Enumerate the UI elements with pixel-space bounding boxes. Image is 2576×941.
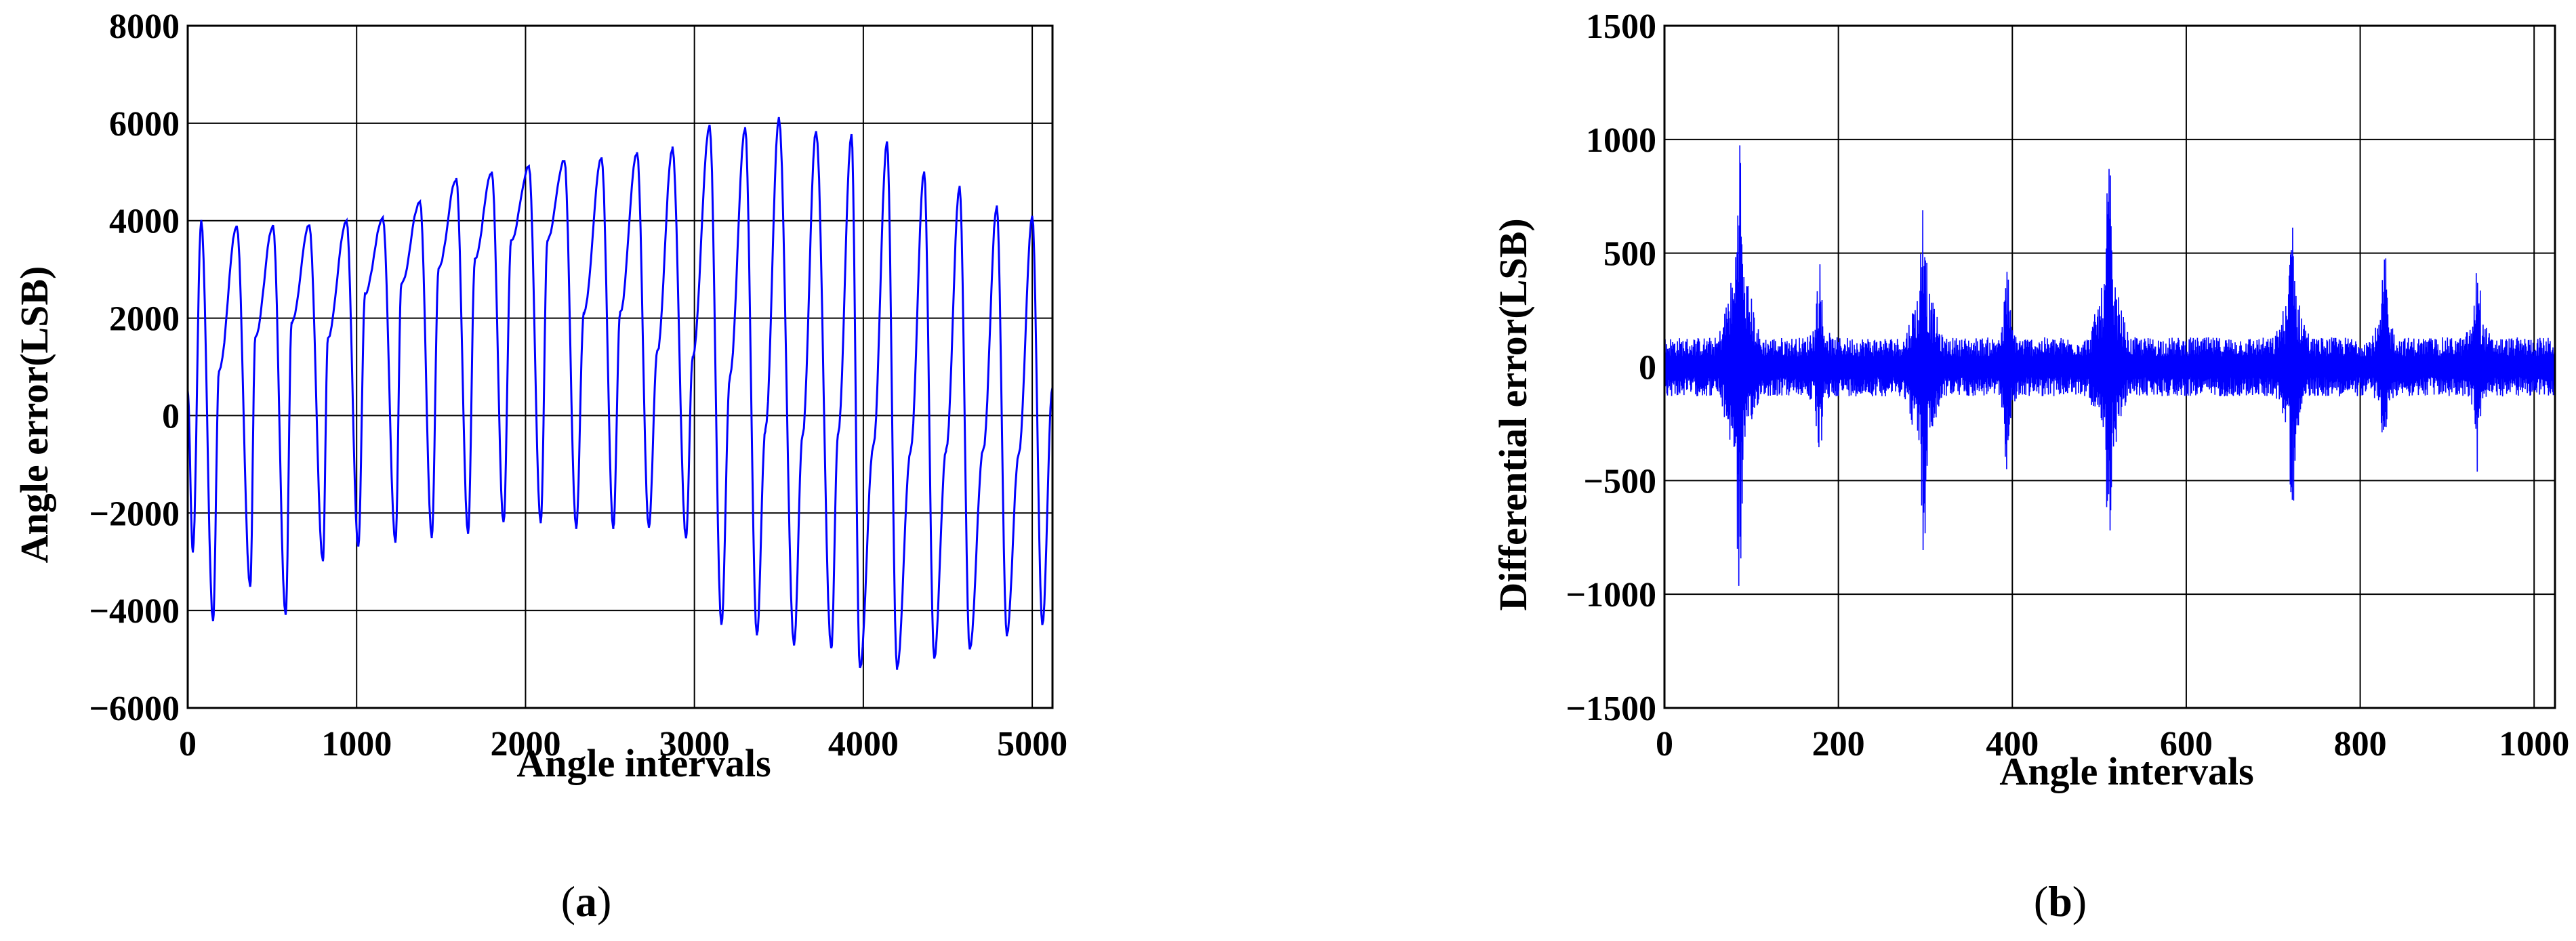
chart-a-y-tick-label: 6000 (109, 105, 180, 144)
chart-a-x-tick-label: 5000 (997, 725, 1067, 764)
caption-a-close: ) (597, 877, 611, 925)
chart-b: 0 200 400 600 800 1000 −1500 −1000 −500 0 500 1000… (1491, 7, 2569, 793)
chart-a-y-ticks: −6000 −4000 −2000 0 2000 4000 6000 8000 (89, 7, 180, 728)
chart-b-y-tick-label: −500 (1583, 462, 1656, 501)
chart-b-x-tick-label: 1000 (2499, 725, 2569, 764)
chart-a-y-tick-label: 8000 (109, 7, 180, 46)
chart-b-y-tick-label: −1000 (1566, 576, 1656, 614)
caption-b-open: ( (2034, 877, 2048, 925)
chart-a-x-tick-label: 4000 (828, 725, 899, 764)
chart-b-y-tick-label: −1500 (1566, 690, 1656, 728)
chart-b-x-tick-label: 200 (1812, 725, 1865, 764)
chart-a-y-tick-label: −4000 (89, 592, 180, 631)
chart-b-y-tick-label: 1000 (1586, 121, 1656, 160)
chart-b-x-ticks: 0 200 400 600 800 1000 (1656, 725, 2569, 764)
chart-a-x-tick-label: 1000 (321, 725, 392, 764)
chart-a-x-ticks: 0 1000 2000 3000 4000 5000 (179, 725, 1067, 764)
chart-b-y-tick-label: 1500 (1586, 7, 1656, 46)
chart-a-y-tick-label: −6000 (89, 690, 180, 728)
chart-b-y-label: Differential error(LSB) (1491, 218, 1535, 610)
chart-a-x-tick-label: 0 (179, 725, 197, 764)
caption-b-close: ) (2072, 877, 2087, 925)
chart-b-x-tick-label: 400 (1986, 725, 2039, 764)
caption-a: (a) (561, 877, 612, 925)
chart-b-y-tick-label: 500 (1603, 235, 1656, 274)
chart-a-y-tick-label: −2000 (89, 495, 180, 533)
chart-b-x-tick-label: 600 (2160, 725, 2213, 764)
chart-a: 0 1000 2000 3000 4000 5000 −6000 −4000 −2000 0 20… (12, 7, 1067, 785)
chart-b-x-label: Angle intervals (1999, 749, 2253, 793)
chart-b-series (1664, 145, 2556, 586)
chart-a-x-tick-label: 2000 (490, 725, 560, 764)
chart-b-series-line (1664, 145, 2556, 586)
chart-a-series (186, 117, 1054, 670)
chart-a-y-tick-label: 0 (162, 397, 180, 436)
caption-b-letter: b (2048, 877, 2072, 925)
chart-b-y-ticks: −1500 −1000 −500 0 500 1000 1500 (1566, 7, 1656, 728)
chart-b-y-tick-label: 0 (1639, 349, 1656, 388)
chart-a-y-tick-label: 4000 (109, 203, 180, 241)
chart-a-x-label: Angle intervals (516, 741, 771, 785)
caption-a-open: ( (561, 877, 575, 925)
chart-a-y-label: Angle error(LSB) (12, 266, 56, 564)
chart-a-x-tick-label: 3000 (659, 725, 730, 764)
chart-a-frame (186, 24, 1054, 709)
caption-a-letter: a (575, 877, 597, 925)
chart-b-x-tick-label: 800 (2334, 725, 2387, 764)
chart-a-y-tick-label: 2000 (109, 300, 180, 339)
chart-b-frame (1663, 24, 2556, 709)
chart-b-x-tick-label: 0 (1656, 725, 1673, 764)
caption-b: (b) (2034, 877, 2087, 925)
chart-a-grid (187, 25, 1052, 709)
chart-a-series-line (186, 117, 1054, 670)
